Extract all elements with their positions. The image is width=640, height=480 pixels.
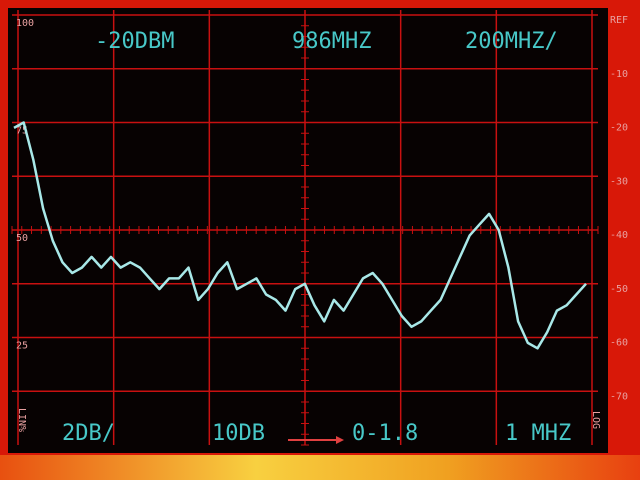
reference-readout: -20DBM: [95, 29, 174, 54]
y-tick-label: -70: [610, 391, 628, 402]
y2-tick-label: 100: [16, 18, 34, 29]
graticule: REF -10 -20 -30 -40 -50 -60 -70 25 50 75 100: [11, 10, 628, 446]
y-tick-label: REF: [610, 15, 628, 26]
scale-readout: 2DB/: [62, 421, 115, 446]
attenuation-readout: 10DB: [212, 421, 265, 446]
y2-tick-label: 50: [16, 233, 28, 244]
arrow-head: [336, 436, 344, 444]
y-tick-label: -10: [610, 69, 628, 80]
y2-tick-label: 25: [16, 341, 28, 352]
center-readout: 986MHZ: [292, 29, 371, 54]
y-tick-label: -50: [610, 284, 628, 295]
y-tick-label: -60: [610, 338, 628, 349]
y-tick-label: -30: [610, 176, 628, 187]
span-readout: 200MHZ/: [465, 29, 558, 54]
glare-strip: [0, 455, 640, 480]
bandwidth-readout: 1 MHZ: [505, 421, 571, 446]
y-tick-label: -40: [610, 230, 628, 241]
trace-layer: [13, 121, 587, 350]
marker-readout: 0-1.8: [352, 421, 418, 446]
y-tick-label: -20: [610, 123, 628, 134]
log-mode: LOG: [590, 411, 601, 429]
y2-tick-label: 75: [16, 126, 28, 137]
spectrum-trace: [13, 121, 587, 350]
lin-mode: LIN%: [16, 408, 27, 432]
